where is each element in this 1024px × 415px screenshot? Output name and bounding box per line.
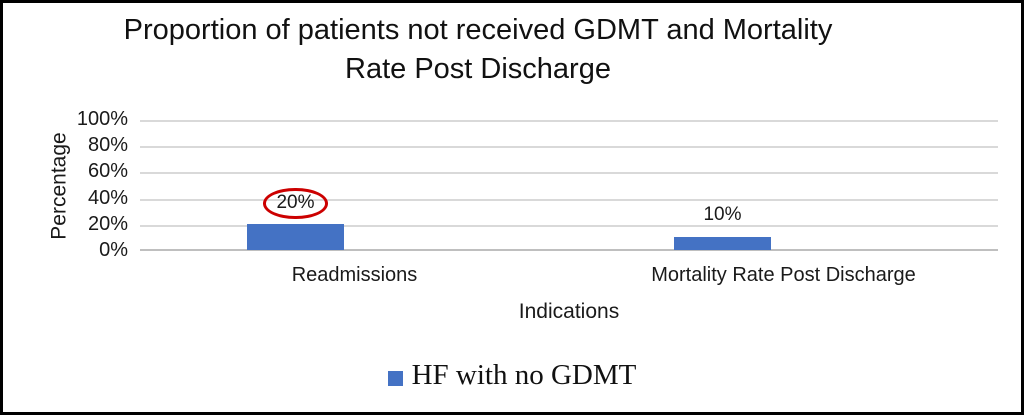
y-tick-80: 80% xyxy=(87,134,128,156)
y-tick-100: 100% xyxy=(76,108,128,130)
gridline-60 xyxy=(140,172,998,175)
y-axis-title-text: Percentage xyxy=(48,131,72,240)
y-axis-title: Percentage xyxy=(47,120,73,251)
x-axis-line xyxy=(140,249,998,251)
y-tick-40: 40% xyxy=(87,187,128,209)
data-label-readmissions-text: 20% xyxy=(276,192,315,214)
chart-title-line2: Rate Post Discharge xyxy=(345,53,611,86)
bar-readmissions xyxy=(247,223,344,250)
legend: HF with no GDMT xyxy=(3,359,1021,392)
gridline-100 xyxy=(140,120,998,122)
data-label-readmissions: 20% xyxy=(247,188,344,219)
data-label-mortality-rate: 10% xyxy=(674,204,771,226)
y-tick-0: 0% xyxy=(99,239,128,261)
x-axis-title: Indications xyxy=(518,300,620,323)
gridline-80 xyxy=(140,146,998,149)
gridline-40 xyxy=(140,198,998,201)
data-label-mortality-rate-text: 10% xyxy=(703,204,742,225)
y-tick-60: 60% xyxy=(87,160,128,182)
legend-label: HF with no GDMT xyxy=(411,359,637,391)
category-label-readmissions: Readmissions xyxy=(291,264,418,286)
category-label-mortality-rate: Mortality Rate Post Discharge xyxy=(651,264,916,286)
gridline-20 xyxy=(140,224,998,227)
bar-mortality-rate xyxy=(674,236,771,250)
legend-swatch xyxy=(387,371,403,386)
y-tick-20: 20% xyxy=(87,213,128,235)
plot-area: 20% 10% Readmissions Mortality Rate Post… xyxy=(140,120,998,323)
chart-title-line1: Proportion of patients not received GDMT… xyxy=(123,14,833,46)
annotation-ellipse: 20% xyxy=(263,188,328,219)
chart-title: Proportion of patients not received GDMT… xyxy=(3,11,953,90)
